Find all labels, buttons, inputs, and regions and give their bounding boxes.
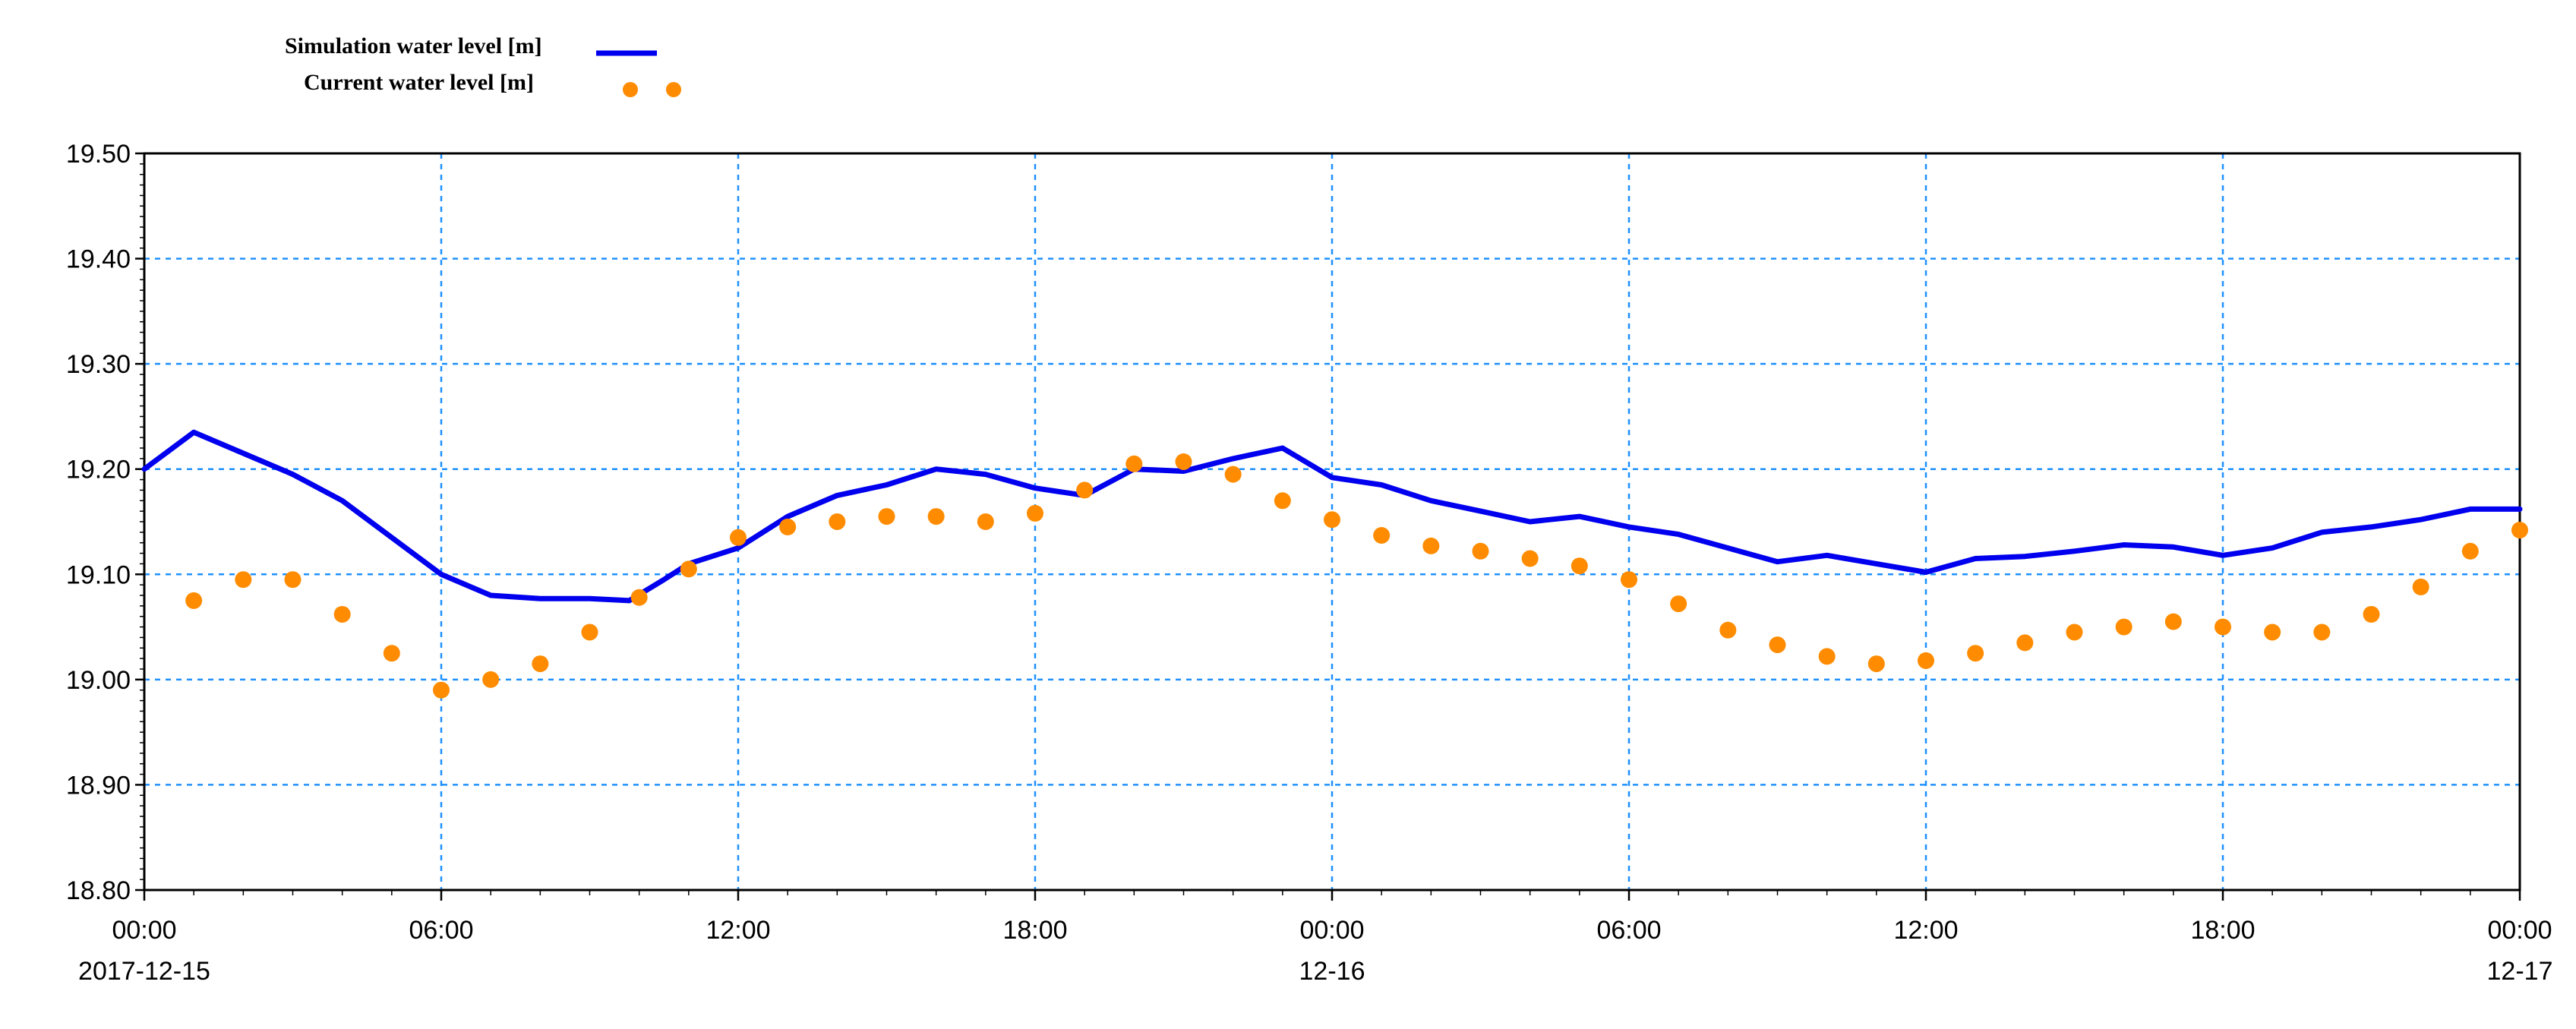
current-level-point: [977, 513, 994, 530]
x-tick-date: 12-17: [2487, 957, 2553, 986]
current-level-point: [1967, 645, 1984, 662]
current-level-point: [1769, 636, 1786, 654]
x-tick-time: 06:00: [409, 916, 473, 945]
current-level-point: [1670, 595, 1687, 613]
current-level-point: [2412, 578, 2429, 595]
simulation-line: [141, 429, 2523, 604]
y-tick-label: 19.40: [66, 245, 131, 274]
current-level-point: [2164, 613, 2182, 630]
x-tick-date: 12-16: [1299, 957, 1365, 986]
current-level-point: [1621, 571, 1637, 589]
legend-marker-current-1: [623, 82, 638, 97]
current-level-point: [680, 560, 697, 578]
current-level-point: [878, 508, 895, 526]
current-level-point: [1472, 542, 1489, 560]
x-tick-date: 2017-12-15: [78, 957, 210, 986]
y-tick-label: 18.80: [66, 876, 131, 905]
current-level-point: [1027, 504, 1043, 522]
current-level-point: [2511, 522, 2528, 539]
current-level-point: [1373, 527, 1391, 544]
y-tick-label: 19.10: [66, 560, 131, 589]
x-tick-time: 06:00: [1596, 916, 1661, 945]
series-simulation: [141, 429, 2523, 604]
x-tick-time: 12:00: [706, 916, 770, 945]
legend: Simulation water level [m] Current water…: [285, 33, 681, 97]
y-tick-label: 19.00: [66, 666, 131, 695]
current-level-point: [1867, 655, 1885, 673]
current-level-point: [482, 671, 500, 688]
current-level-point: [1324, 511, 1340, 529]
current-level-point: [829, 513, 846, 530]
current-level-point: [2066, 623, 2083, 641]
current-level-point: [1818, 648, 1836, 665]
current-level-point: [630, 589, 648, 606]
y-tick-label: 19.50: [66, 140, 131, 169]
x-tick-time: 18:00: [2190, 916, 2255, 945]
legend-label-current: Current water level [m]: [304, 70, 534, 95]
current-level-point: [383, 645, 400, 662]
current-level-point: [1125, 455, 1143, 472]
current-level-point: [1422, 537, 1440, 554]
current-level-point: [2215, 618, 2231, 636]
y-tick-label: 19.20: [66, 456, 131, 485]
current-level-point: [2313, 623, 2331, 641]
legend-marker-current-2: [666, 82, 681, 97]
current-level-point: [1571, 557, 1588, 575]
legend-label-simulation: Simulation water level [m]: [285, 33, 542, 58]
current-level-point: [2016, 634, 2034, 652]
y-tick-label: 19.30: [66, 350, 131, 379]
current-level-point: [1076, 481, 1094, 499]
current-level-point: [235, 571, 252, 589]
x-tick-time: 00:00: [112, 916, 176, 945]
current-level-point: [532, 655, 549, 673]
current-level-point: [730, 529, 747, 546]
current-level-point: [1224, 466, 1242, 483]
current-level-point: [1521, 550, 1539, 567]
current-level-point: [2115, 618, 2132, 636]
x-tick-time: 00:00: [2487, 916, 2552, 945]
current-level-point: [433, 681, 450, 699]
current-level-point: [2264, 623, 2281, 641]
current-level-point: [1175, 453, 1192, 471]
x-tick-time: 00:00: [1299, 916, 1364, 945]
current-level-point: [927, 508, 945, 526]
current-level-point: [581, 623, 598, 641]
current-level-point: [2363, 605, 2380, 623]
x-axis: 00:00 2017-12-15 06:00 12:00 18:00 00:00 12-16…: [78, 890, 2552, 986]
current-level-point: [1274, 492, 1291, 510]
x-tick-time: 18:00: [1002, 916, 1067, 945]
grid: [144, 153, 2520, 890]
y-tick-label: 18.90: [66, 771, 131, 800]
current-level-point: [333, 605, 351, 623]
y-axis: 18.80 18.90 19.00 19.10 19.20 19.30 19.40 19.50: [66, 140, 144, 905]
current-level-point: [185, 592, 203, 609]
series-current: [185, 453, 2528, 699]
current-level-point: [1719, 621, 1737, 639]
current-level-point: [779, 518, 797, 535]
x-tick-time: 12:00: [1893, 916, 1958, 945]
current-level-point: [2461, 542, 2479, 560]
current-level-point: [284, 571, 301, 589]
current-level-point: [1918, 652, 1934, 669]
